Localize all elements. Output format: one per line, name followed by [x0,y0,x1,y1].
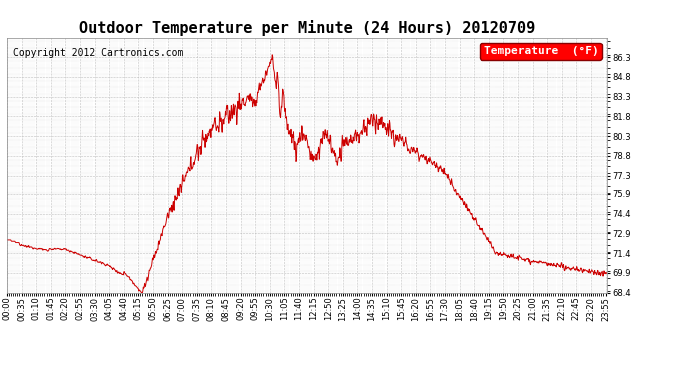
Legend: Temperature  (°F): Temperature (°F) [480,43,602,60]
Text: Copyright 2012 Cartronics.com: Copyright 2012 Cartronics.com [13,48,184,58]
Title: Outdoor Temperature per Minute (24 Hours) 20120709: Outdoor Temperature per Minute (24 Hours… [79,20,535,36]
